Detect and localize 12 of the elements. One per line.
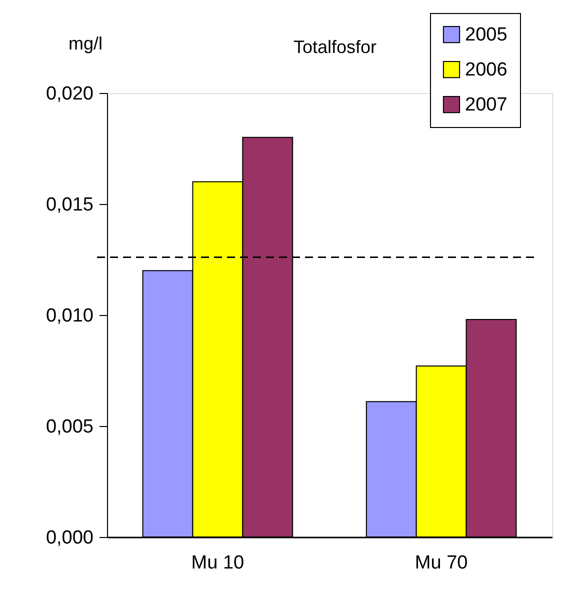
- y-tick-label: 0,015: [46, 194, 94, 216]
- x-tick-label: Mu 10: [191, 552, 244, 574]
- y-tick-label: 0,010: [46, 306, 94, 326]
- legend-label: 2005: [465, 24, 508, 46]
- chart-title: Totalfosfor: [293, 37, 377, 57]
- legend-label: 2006: [465, 60, 508, 80]
- y-tick-label: 0,000: [46, 528, 94, 548]
- x-tick-label: Mu 70: [414, 552, 468, 574]
- y-axis-title: mg/l: [68, 34, 103, 54]
- y-tick-label: 0,005: [46, 416, 94, 438]
- legend-label: 2007: [465, 94, 508, 116]
- y-tick-label: 0,020: [46, 84, 94, 104]
